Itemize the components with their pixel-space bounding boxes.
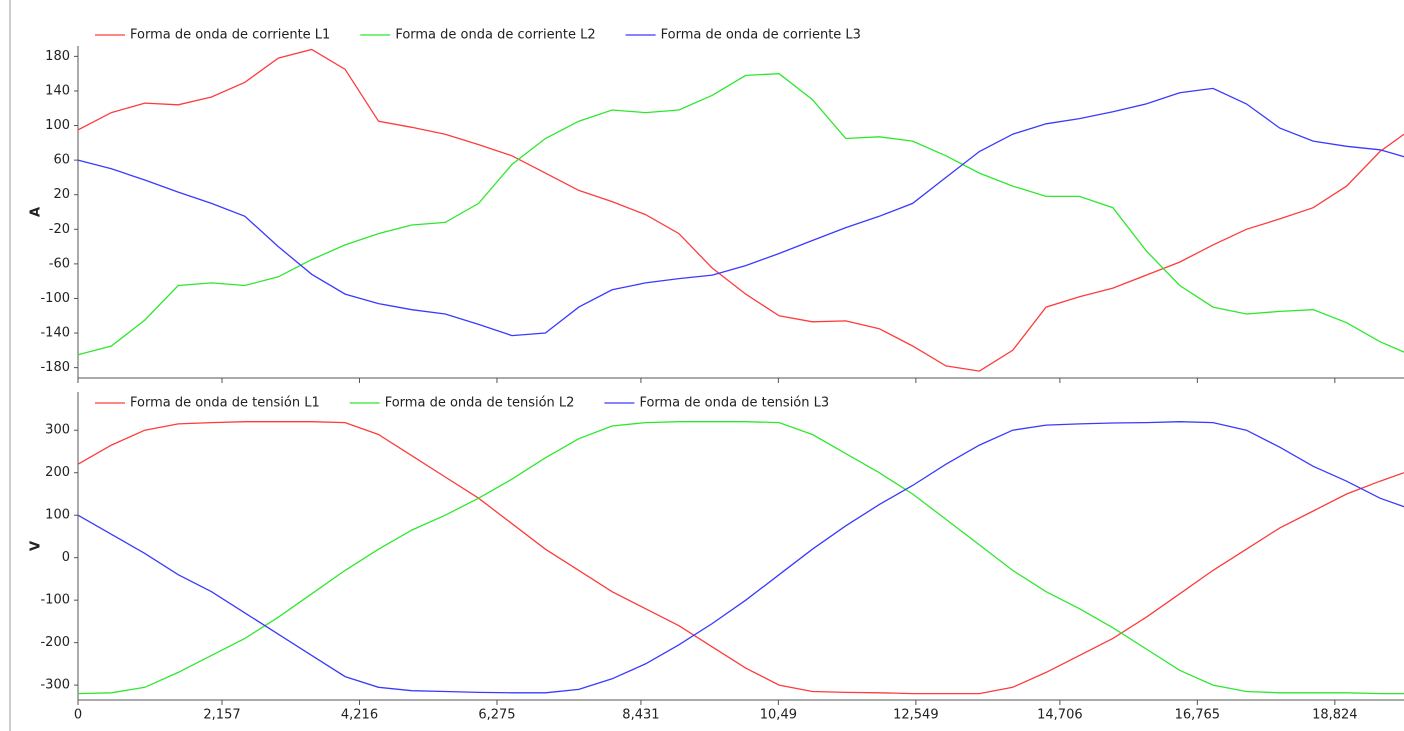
legend-label: Forma de onda de corriente L2 [395,28,595,43]
x-tick-label: 14,706 [1037,708,1083,723]
y-tick-label: 140 [45,83,70,98]
series-line [77,87,1404,337]
y-tick-label: -180 [40,360,70,375]
y-tick-label: -200 [40,635,70,650]
y-tick-label: 60 [53,153,70,168]
y-tick-label: 200 [45,465,70,480]
x-tick-label: 12,549 [893,708,939,723]
x-tick-label: 10,49 [760,708,797,723]
series-line [77,48,1404,372]
y-tick-label: 20 [53,187,70,202]
y-tick-label: 100 [45,118,70,133]
y-tick-label: 0 [62,550,70,565]
x-tick-label: 16,765 [1175,708,1221,723]
legend-label: Forma de onda de corriente L1 [130,28,330,43]
y-tick-label: -300 [40,678,70,693]
y-axis-label: V [29,541,44,551]
legend-label: Forma de onda de tensión L2 [385,396,575,411]
legend-label: Forma de onda de corriente L3 [661,28,861,43]
legend-label: Forma de onda de tensión L1 [130,396,320,411]
y-tick-label: -60 [49,256,70,271]
x-tick-label: 6,275 [478,708,515,723]
x-tick-label: 0 [74,708,82,723]
x-tick-label: 18,824 [1312,708,1358,723]
x-tick-label: 2,157 [203,708,240,723]
y-tick-label: 180 [45,49,70,64]
y-tick-label: 100 [45,508,70,523]
x-tick-label: 4,216 [341,708,378,723]
y-tick-label: -100 [40,291,70,306]
series-line [77,421,1404,695]
series-line [77,73,1404,356]
y-tick-label: -20 [49,222,70,237]
series-line [77,421,1404,694]
x-tick-label: 8,431 [622,708,659,723]
y-tick-label: -100 [40,593,70,608]
y-tick-label: -140 [40,326,70,341]
y-axis-label: A [29,207,44,217]
series-line [77,421,1404,695]
legend-label: Forma de onda de tensión L3 [639,396,829,411]
y-tick-label: 300 [45,423,70,438]
